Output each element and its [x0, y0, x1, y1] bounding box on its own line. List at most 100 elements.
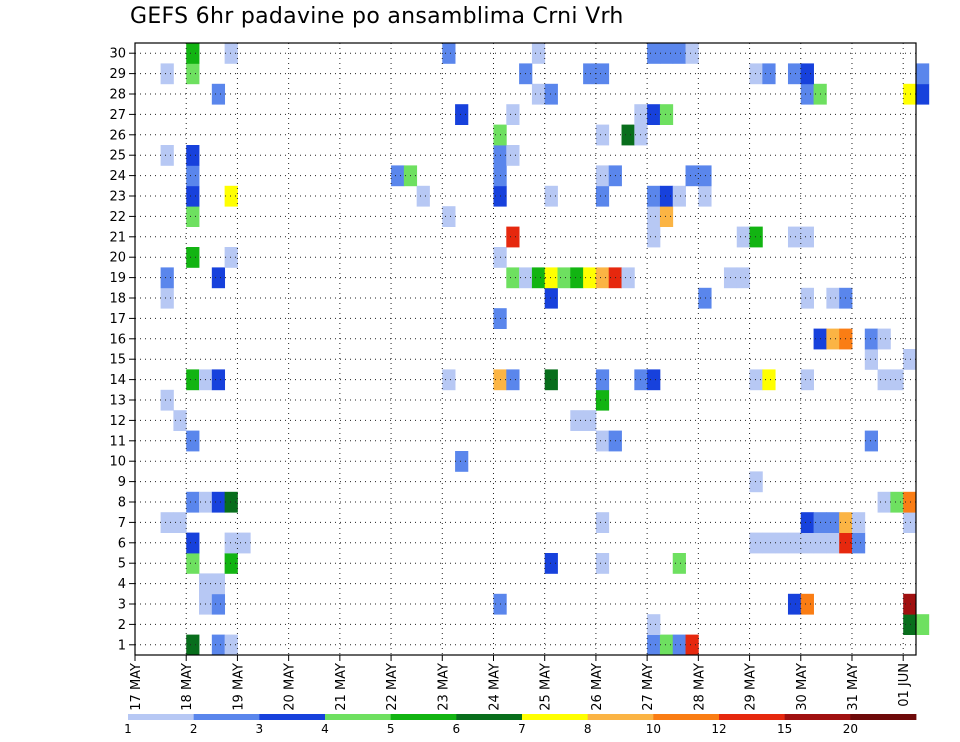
x-tick-label: 22 MAY [385, 663, 400, 711]
heatmap-cell [659, 185, 674, 207]
heatmap-cell [531, 43, 546, 64]
heatmap-cell [506, 369, 520, 391]
colorbar-swatch [128, 714, 195, 720]
heatmap-cell [903, 83, 917, 105]
heatmap-cell [186, 369, 200, 391]
heatmap-cell [211, 573, 226, 595]
heatmap-cell [890, 369, 904, 391]
heatmap-cell [544, 369, 558, 391]
heatmap-cell [160, 512, 174, 533]
heatmap-cell [851, 512, 866, 533]
heatmap-cell [595, 430, 610, 452]
y-tick-label: 21 [109, 230, 126, 245]
colorbar-swatch [719, 714, 786, 720]
heatmap-cell [186, 145, 200, 166]
colorbar-label: 15 [777, 722, 792, 736]
heatmap-cell [877, 491, 891, 513]
x-tick-label: 31 MAY [846, 663, 861, 711]
colorbar-swatch [259, 714, 326, 720]
heatmap-cell [647, 634, 661, 656]
heatmap-cell [800, 287, 814, 309]
heatmap-cell [186, 165, 200, 187]
heatmap-cell [890, 491, 904, 513]
heatmap-cell [877, 369, 891, 391]
y-tick-label: 4 [118, 577, 126, 592]
heatmap-cell [851, 532, 866, 554]
y-tick-label: 28 [109, 88, 126, 103]
heatmap-cell [224, 43, 238, 64]
heatmap-cell [224, 491, 238, 513]
colorbar-swatch [390, 714, 457, 720]
heatmap-cell [749, 471, 763, 493]
heatmap-cell [749, 63, 763, 85]
heatmap-cell [583, 267, 597, 289]
heatmap-cell [237, 532, 251, 554]
y-tick-label: 13 [109, 394, 126, 409]
heatmap-cell [787, 593, 802, 615]
y-tick-label: 8 [118, 496, 126, 511]
x-tick-label: 30 MAY [795, 663, 810, 711]
heatmap-cell [595, 389, 610, 411]
heatmap-cell [736, 267, 750, 289]
colorbar-label: 2 [190, 722, 198, 736]
x-tick-label: 24 MAY [487, 663, 502, 711]
heatmap-cell [647, 614, 661, 635]
heatmap-cell [903, 512, 917, 533]
heatmap-cell [826, 532, 840, 554]
x-tick-label: 18 MAY [180, 663, 195, 711]
colorbar-label: 5 [387, 722, 395, 736]
heatmap-cell [557, 267, 571, 289]
heatmap-cell [826, 328, 840, 350]
heatmap-cell [775, 532, 789, 554]
heatmap-cell [800, 532, 814, 554]
heatmap-cell [787, 226, 802, 248]
x-tick-label: 20 MAY [283, 663, 298, 711]
heatmap-cell [736, 226, 750, 248]
heatmap-cell [659, 206, 674, 227]
heatmap-cell [800, 593, 814, 615]
heatmap-cell [160, 267, 174, 289]
heatmap-cell [186, 206, 200, 227]
x-tick-label: 17 MAY [129, 663, 144, 711]
colorbar-label: 4 [321, 722, 329, 736]
colorbar-swatch [784, 714, 851, 720]
heatmap-cell [186, 430, 200, 452]
y-tick-label: 11 [109, 434, 126, 449]
colorbar-label: 12 [711, 722, 726, 736]
heatmap-cell [583, 410, 597, 431]
heatmap-cell [455, 451, 469, 472]
heatmap-cell [506, 145, 520, 166]
heatmap-cell [749, 369, 763, 391]
heatmap-cell [647, 226, 661, 248]
heatmap-cell [506, 104, 520, 125]
heatmap-cell [595, 63, 610, 85]
heatmap-cell [685, 165, 699, 187]
colorbar-label: 7 [518, 722, 526, 736]
y-tick-label: 25 [109, 149, 126, 164]
y-tick-label: 24 [109, 169, 126, 184]
colorbar-label: 1 [124, 722, 132, 736]
chart-title: GEFS 6hr padavine po ansamblima Crni Vrh [130, 4, 624, 29]
heatmap-cell [864, 430, 878, 452]
x-tick-label: 25 MAY [539, 663, 554, 711]
heatmap-cell [211, 83, 226, 105]
x-tick-label: 21 MAY [334, 663, 349, 711]
heatmap-cell [698, 165, 712, 187]
heatmap-cell [877, 328, 891, 350]
heatmap-cell [583, 63, 597, 85]
x-tick-label: 01 JUN [897, 663, 912, 707]
heatmap-cell [903, 349, 917, 370]
heatmap-cell [506, 267, 520, 289]
x-tick-label: 19 MAY [231, 663, 246, 711]
y-tick-label: 18 [109, 292, 126, 307]
heatmap-cell [595, 369, 610, 391]
heatmap-cell [762, 369, 776, 391]
y-tick-label: 27 [109, 108, 126, 123]
y-tick-label: 19 [109, 271, 126, 286]
heatmap-cell [186, 185, 200, 207]
y-tick-label: 1 [118, 638, 126, 653]
colorbar-swatch [522, 714, 589, 720]
axes: 1234567891011121314151617181920212223242… [109, 42, 917, 711]
heatmap-cell [531, 83, 546, 105]
heatmap-cell [800, 63, 814, 85]
